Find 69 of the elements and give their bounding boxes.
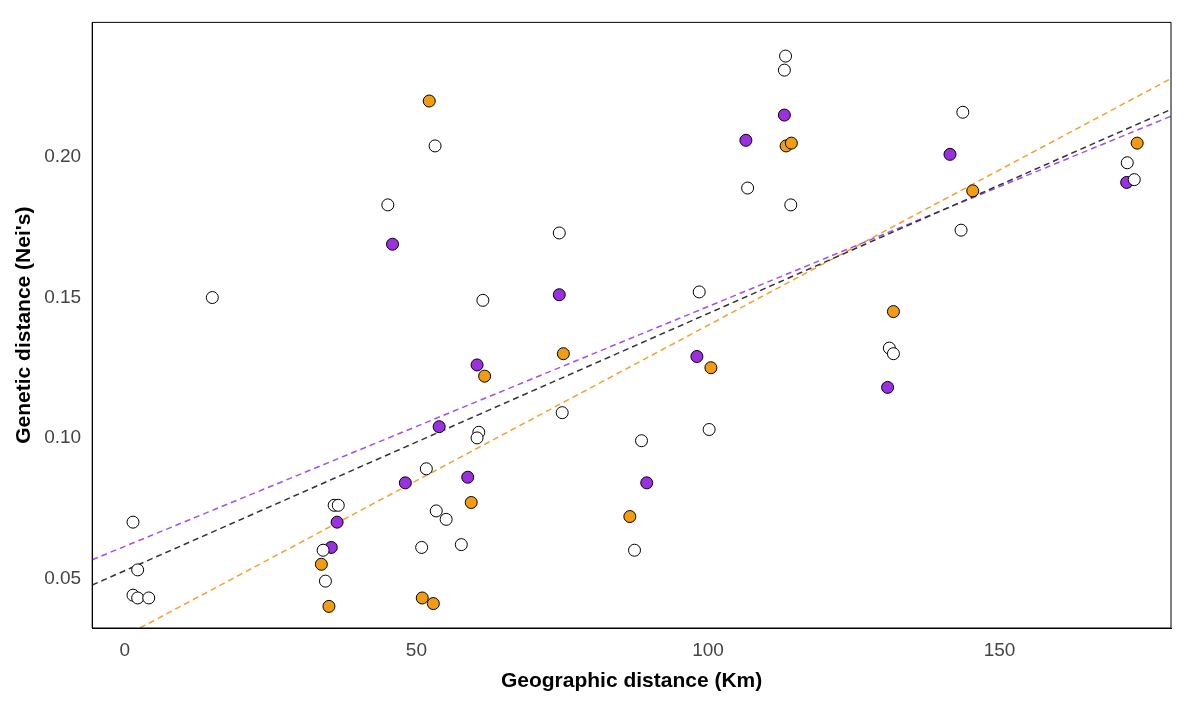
y-tick-label: 0.05 <box>44 566 82 588</box>
point <box>381 198 395 212</box>
y-tick-label: 0.15 <box>44 285 82 307</box>
point <box>784 198 798 212</box>
point <box>966 184 980 198</box>
point <box>552 288 566 302</box>
x-tick-label: 150 <box>983 638 1016 660</box>
point <box>739 133 753 147</box>
y-tick-label: 0.10 <box>44 426 82 448</box>
point <box>419 462 433 476</box>
x-tick-label: 0 <box>119 638 131 660</box>
point <box>454 538 468 552</box>
point <box>205 291 219 305</box>
point <box>461 470 475 484</box>
point <box>1120 156 1134 170</box>
point <box>628 543 642 557</box>
point <box>398 476 412 490</box>
point <box>476 293 490 307</box>
y-axis-title: Genetic distance (Nei's) <box>11 206 35 444</box>
point <box>126 515 140 529</box>
point <box>439 512 453 526</box>
point <box>470 431 484 445</box>
point <box>779 49 793 63</box>
point <box>1130 136 1144 150</box>
point <box>330 515 344 529</box>
point <box>886 347 900 361</box>
point <box>640 476 654 490</box>
point <box>386 237 399 251</box>
point <box>478 369 492 383</box>
x-tick-label: 50 <box>405 638 427 660</box>
x-axis-title: Geographic distance (Km) <box>500 668 763 692</box>
point <box>322 599 336 613</box>
point <box>464 496 478 509</box>
point <box>1127 173 1141 187</box>
point <box>692 285 706 299</box>
point <box>635 434 648 448</box>
point <box>552 226 566 240</box>
point <box>131 591 145 605</box>
point <box>316 543 330 557</box>
point <box>623 510 637 524</box>
point <box>741 181 755 195</box>
point <box>318 574 332 588</box>
point <box>777 108 791 122</box>
point <box>555 406 569 420</box>
point <box>422 94 436 108</box>
point <box>142 591 156 605</box>
point <box>956 105 970 119</box>
point <box>426 597 440 611</box>
y-tick-label: 0.20 <box>44 145 82 167</box>
point <box>331 498 345 512</box>
point <box>415 540 429 554</box>
point <box>690 350 704 364</box>
point <box>702 423 716 436</box>
point <box>881 380 895 394</box>
point <box>886 305 900 319</box>
point <box>131 563 145 577</box>
x-tick-label: 100 <box>692 638 724 660</box>
point <box>784 136 798 150</box>
point <box>428 139 442 153</box>
point <box>943 147 957 161</box>
point <box>704 361 718 375</box>
point <box>556 347 570 361</box>
point <box>432 420 446 434</box>
point <box>314 557 328 571</box>
point <box>777 63 791 77</box>
point <box>429 504 443 518</box>
point <box>415 591 429 605</box>
point <box>954 223 968 237</box>
point <box>470 358 484 372</box>
